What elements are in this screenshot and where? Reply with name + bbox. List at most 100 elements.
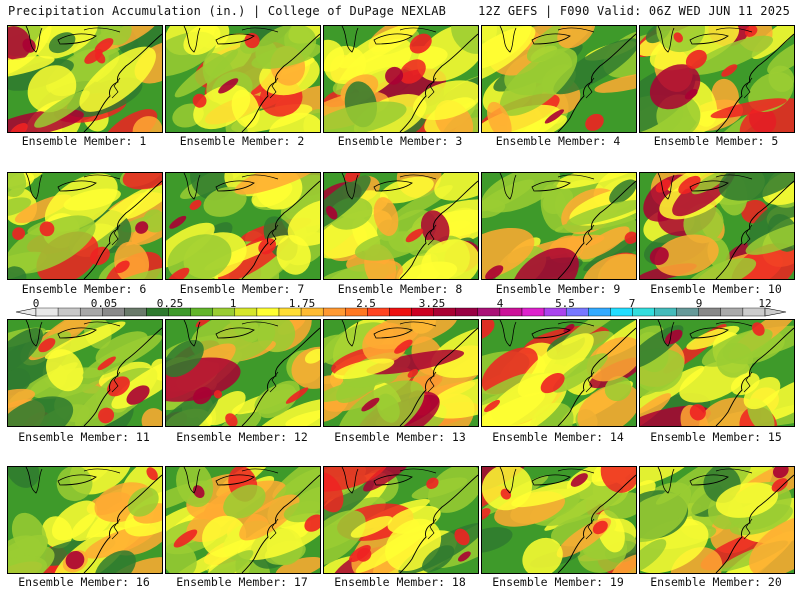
ensemble-member-label: Ensemble Member: 20 [650, 575, 782, 589]
precipitation-field [640, 467, 794, 573]
ensemble-member-label: Ensemble Member: 6 [21, 282, 147, 296]
ensemble-member-map [323, 466, 479, 574]
colorbar-tick-label: 2.5 [356, 297, 376, 310]
ensemble-member-map [639, 319, 795, 427]
coastline [241, 327, 320, 426]
ensemble-member-map [7, 466, 163, 574]
colorbar-swatch [190, 307, 213, 317]
coastline [715, 327, 794, 426]
colorbar-tick-label: 5.5 [555, 297, 575, 310]
precipitation-field [640, 320, 794, 426]
ensemble-member-map [7, 319, 163, 427]
precipitation-field [482, 320, 636, 426]
coastline [715, 474, 794, 573]
precipitation-colorbar [15, 307, 787, 317]
coastline [557, 327, 636, 426]
ensemble-member-map [639, 466, 795, 574]
ensemble-member-map [165, 25, 321, 133]
colorbar-swatch [35, 307, 59, 317]
colorbar-swatch [588, 307, 611, 317]
precipitation-field [8, 320, 162, 426]
coastline [557, 474, 636, 573]
colorbar-tick-label: 0.25 [156, 297, 184, 310]
ensemble-member-label: Ensemble Member: 8 [337, 282, 463, 296]
colorbar-swatch [455, 307, 479, 317]
ensemble-member-label: Ensemble Member: 7 [179, 282, 305, 296]
map-title: Precipitation Accumulation (in.) | Colle… [8, 4, 447, 18]
ensemble-member-map [7, 172, 163, 280]
ensemble-member-label: Ensemble Member: 4 [495, 134, 621, 148]
precipitation-field [324, 173, 478, 279]
ensemble-member-label: Ensemble Member: 10 [650, 282, 782, 296]
precipitation-field [166, 467, 320, 573]
precipitation-field [324, 320, 478, 426]
precipitation-field [640, 26, 794, 132]
ensemble-member-map [323, 25, 479, 133]
coastline [715, 33, 794, 132]
ensemble-member-label: Ensemble Member: 9 [495, 282, 621, 296]
colorbar-tick-label: 4 [496, 297, 504, 310]
ensemble-member-label: Ensemble Member: 18 [334, 575, 466, 589]
ensemble-member-label: Ensemble Member: 15 [650, 430, 782, 444]
colorbar-swatch [632, 307, 655, 317]
colorbar-tick-label: 9 [695, 297, 703, 310]
colorbar-swatch [322, 307, 346, 317]
ensemble-member-label: Ensemble Member: 1 [21, 134, 147, 148]
precipitation-field [482, 467, 636, 573]
ensemble-member-map [481, 172, 637, 280]
coastline [241, 33, 320, 132]
coastline [399, 327, 478, 426]
colorbar-tick-label: 7 [628, 297, 636, 310]
ensemble-member-label: Ensemble Member: 2 [179, 134, 305, 148]
ensemble-member-label: Ensemble Member: 3 [337, 134, 463, 148]
coastline [83, 327, 162, 426]
precipitation-field [8, 26, 162, 132]
precipitation-field [8, 173, 162, 279]
ensemble-member-label: Ensemble Member: 12 [176, 430, 308, 444]
precipitation-field [482, 173, 636, 279]
ensemble-member-map [7, 25, 163, 133]
colorbar-swatch [389, 307, 412, 317]
ensemble-member-map [639, 25, 795, 133]
coastline [83, 180, 162, 279]
precipitation-field [324, 467, 478, 573]
coastline [557, 33, 636, 132]
precipitation-field [482, 26, 636, 132]
colorbar-tick-label: 3.25 [418, 297, 446, 310]
ensemble-member-label: Ensemble Member: 13 [334, 430, 466, 444]
colorbar-swatch [124, 307, 147, 317]
ensemble-member-map [639, 172, 795, 280]
ensemble-member-map [323, 319, 479, 427]
ensemble-member-label: Ensemble Member: 11 [18, 430, 150, 444]
coastline [83, 474, 162, 573]
coastline [241, 474, 320, 573]
colorbar-swatch [521, 307, 545, 317]
colorbar-right-arrow [764, 307, 787, 317]
colorbar-tick-label: 1.75 [288, 297, 316, 310]
colorbar-swatch [234, 307, 258, 317]
coastline [241, 180, 320, 279]
ensemble-member-map [165, 172, 321, 280]
colorbar-swatch [720, 307, 744, 317]
ensemble-member-map [481, 466, 637, 574]
ensemble-member-map [165, 466, 321, 574]
colorbar-swatch [654, 307, 677, 317]
coastline [715, 180, 794, 279]
ensemble-member-map [481, 319, 637, 427]
coastline [83, 33, 162, 132]
colorbar-tick-label: 12 [758, 297, 772, 310]
ensemble-member-map [323, 172, 479, 280]
colorbar-tick-label: 0.05 [90, 297, 118, 310]
ensemble-member-label: Ensemble Member: 14 [492, 430, 624, 444]
ensemble-member-map [481, 25, 637, 133]
coastline [557, 180, 636, 279]
coastline [399, 474, 478, 573]
precipitation-field [8, 467, 162, 573]
coastline [399, 33, 478, 132]
ensemble-member-label: Ensemble Member: 17 [176, 575, 308, 589]
ensemble-member-label: Ensemble Member: 19 [492, 575, 624, 589]
precipitation-field [166, 320, 320, 426]
colorbar-swatch [256, 307, 280, 317]
ensemble-member-label: Ensemble Member: 5 [653, 134, 779, 148]
precipitation-field [640, 173, 794, 279]
